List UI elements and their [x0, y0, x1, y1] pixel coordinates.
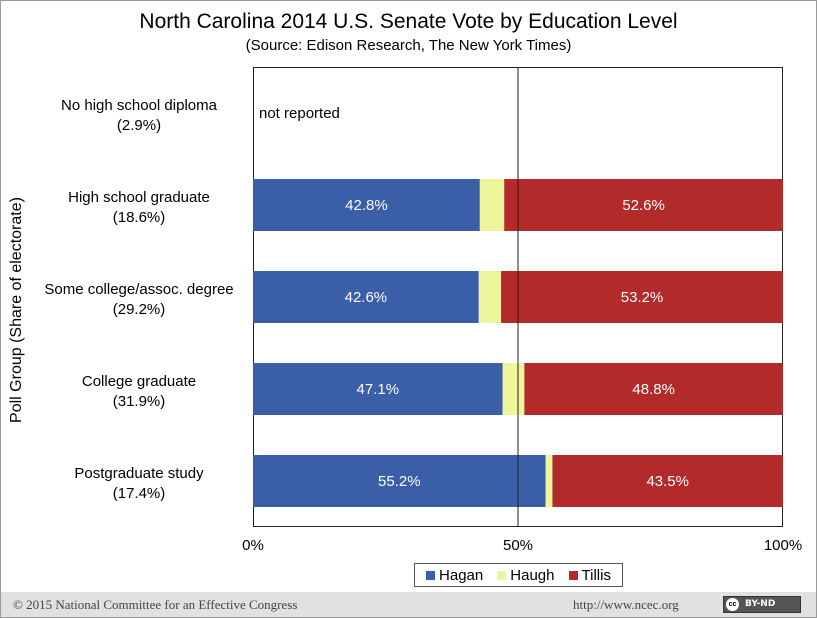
- bar-tillis-some-college-assoc-degree: [501, 271, 783, 323]
- legend-label-hagan: Hagan: [439, 566, 484, 584]
- data-label-hagan-some-college-assoc-degree: 42.6%: [345, 289, 388, 306]
- cc-license-badge[interactable]: cc BY-ND: [723, 596, 801, 613]
- category-share-no-high-school-diploma: (2.9%): [117, 117, 161, 134]
- legend-item-tillis: Tillis: [568, 566, 611, 584]
- data-label-hagan-postgraduate-study: 55.2%: [378, 473, 421, 490]
- category-label-high-school-graduate: High school graduate: [68, 189, 210, 206]
- legend-swatch-tillis: [568, 570, 578, 580]
- annotation-not-reported: not reported: [259, 105, 340, 122]
- legend-label-tillis: Tillis: [581, 566, 611, 584]
- category-share-some-college-assoc-degree: (29.2%): [113, 301, 166, 318]
- x-tick-0: 0%: [242, 537, 264, 554]
- legend-label-haugh: Haugh: [510, 566, 555, 584]
- legend-swatch-haugh: [497, 570, 507, 580]
- legend-item-haugh: Haugh: [497, 567, 554, 584]
- legend-item-hagan: Hagan: [426, 567, 483, 584]
- website-link[interactable]: http://www.ncec.org: [573, 597, 679, 612]
- bar-hagan-postgraduate-study: [253, 455, 546, 507]
- bar-haugh-postgraduate-study: [545, 455, 553, 507]
- cc-license-text: BY-ND: [745, 599, 776, 609]
- x-tick-2: 100%: [764, 537, 802, 554]
- data-label-hagan-high-school-graduate: 42.8%: [345, 197, 388, 214]
- bar-tillis-college-graduate: [524, 363, 783, 415]
- data-label-tillis-high-school-graduate: 52.6%: [622, 197, 665, 214]
- category-share-high-school-graduate: (18.6%): [113, 209, 166, 226]
- bar-hagan-some-college-assoc-degree: [253, 271, 479, 323]
- x-tick-1: 50%: [503, 537, 533, 554]
- legend-swatch-hagan: [426, 570, 436, 580]
- data-label-hagan-college-graduate: 47.1%: [357, 381, 400, 398]
- category-share-postgraduate-study: (17.4%): [113, 485, 166, 502]
- category-label-college-graduate: College graduate: [82, 373, 196, 390]
- data-label-tillis-some-college-assoc-degree: 53.2%: [621, 289, 664, 306]
- cc-icon: cc: [726, 598, 739, 611]
- bar-tillis-postgraduate-study: [552, 455, 783, 507]
- bar-hagan-college-graduate: [253, 363, 503, 415]
- footer-bar: © 2015 National Committee for an Effecti…: [1, 592, 816, 617]
- category-label-some-college-assoc-degree: Some college/assoc. degree: [44, 281, 233, 298]
- chart-subtitle: (Source: Edison Research, The New York T…: [245, 37, 572, 54]
- bar-hagan-high-school-graduate: [253, 179, 480, 231]
- bar-haugh-college-graduate: [502, 363, 525, 415]
- chart-title: North Carolina 2014 U.S. Senate Vote by …: [139, 10, 678, 33]
- data-label-tillis-college-graduate: 48.8%: [632, 381, 675, 398]
- bar-tillis-high-school-graduate: [504, 179, 783, 231]
- category-label-postgraduate-study: Postgraduate study: [74, 465, 204, 482]
- data-label-tillis-postgraduate-study: 43.5%: [646, 473, 689, 490]
- legend: Hagan Haugh Tillis: [414, 563, 623, 587]
- category-label-no-high-school-diploma: No high school diploma: [61, 97, 218, 114]
- bar-haugh-high-school-graduate: [479, 179, 505, 231]
- category-share-college-graduate: (31.9%): [113, 393, 166, 410]
- y-axis-label: Poll Group (Share of electorate): [8, 197, 25, 423]
- copyright-text: © 2015 National Committee for an Effecti…: [13, 597, 298, 612]
- bar-haugh-some-college-assoc-degree: [478, 271, 502, 323]
